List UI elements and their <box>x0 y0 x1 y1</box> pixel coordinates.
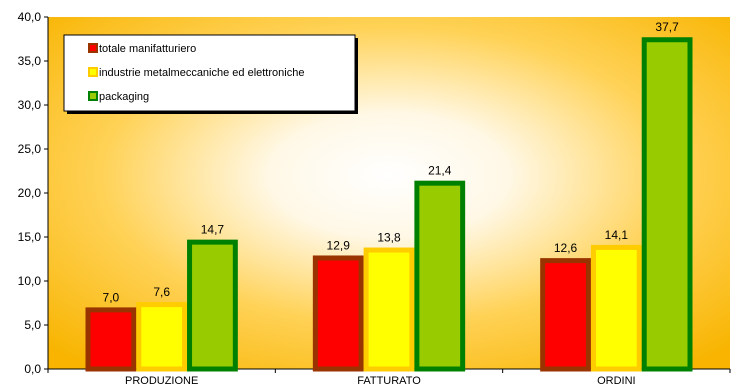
legend-label: packaging <box>99 91 149 103</box>
bar-packaging-produzione <box>187 239 238 372</box>
bar-totale-produzione <box>85 307 137 372</box>
bar-industrie-fatturato <box>363 247 415 372</box>
data-label: 13,8 <box>377 231 401 245</box>
legend-swatch <box>88 91 98 101</box>
x-category-label: PRODUZIONE <box>125 375 198 387</box>
bar-packaging-ordini <box>641 37 693 372</box>
legend-swatch <box>88 67 98 77</box>
data-label: 7,6 <box>153 285 170 299</box>
bar-packaging-fatturato <box>414 180 466 372</box>
data-label: 37,7 <box>655 20 679 34</box>
bar-totale-fatturato <box>312 255 364 372</box>
data-label: 12,9 <box>327 238 351 252</box>
y-tick-label: 20,0 <box>18 186 42 200</box>
y-tick-label: 15,0 <box>18 230 42 244</box>
y-tick-label: 35,0 <box>18 54 42 68</box>
y-tick-label: 10,0 <box>18 274 42 288</box>
legend-swatch <box>88 43 98 53</box>
legend-label: totale manifatturiero <box>99 43 196 55</box>
data-label: 14,7 <box>201 223 225 237</box>
y-tick-label: 5,0 <box>24 318 41 332</box>
x-category-label: ORDINI <box>597 375 636 387</box>
data-label: 21,4 <box>428 164 452 178</box>
legend: totale manifatturiero industrie metalmecc… <box>63 34 358 114</box>
legend-label: industrie metalmeccaniche ed elettronich… <box>99 67 304 79</box>
y-tick-label: 25,0 <box>18 142 42 156</box>
y-tick-label: 40,0 <box>18 10 42 24</box>
data-label: 14,1 <box>605 228 629 242</box>
legend-box <box>63 34 356 112</box>
y-tick-label: 0,0 <box>24 362 41 376</box>
bar-totale-ordini <box>540 258 591 372</box>
data-label: 7,0 <box>103 290 120 304</box>
x-category-label: FATTURATO <box>357 375 421 387</box>
y-tick-label: 30,0 <box>18 98 42 112</box>
data-label: 12,6 <box>554 241 578 255</box>
bar-industrie-ordini <box>590 244 642 372</box>
bar-industrie-produzione <box>136 302 188 372</box>
